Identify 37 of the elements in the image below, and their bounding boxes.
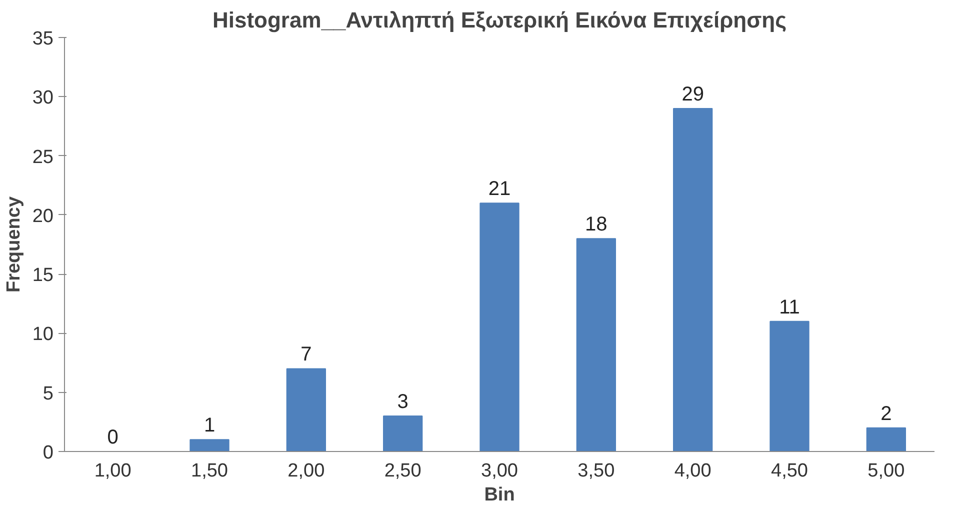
y-tick-label: 25	[32, 146, 54, 168]
bar	[866, 427, 906, 452]
y-tick-label: 5	[42, 383, 54, 404]
chart-title: Histogram__Αντιληπτή Εξωτερική Εικόνα Επιχείρησης	[212, 8, 787, 32]
data-label: 29	[682, 83, 704, 106]
x-tick-label: 1,00	[94, 460, 132, 482]
bar	[770, 320, 810, 452]
x-tick-label: 2,00	[288, 460, 325, 482]
bar	[190, 439, 230, 452]
x-tick-label: 3,50	[578, 460, 615, 482]
data-label: 7	[300, 344, 312, 366]
y-tick-label: 20	[32, 206, 54, 227]
x-tick-label: 2,50	[384, 460, 422, 482]
data-label: 3	[397, 391, 408, 414]
y-tick-label: 10	[32, 324, 54, 346]
bar	[673, 108, 713, 452]
bar	[286, 368, 326, 452]
y-tick-label: 15	[32, 265, 54, 286]
y-tick-label: 35	[32, 28, 54, 50]
data-label: 11	[779, 296, 800, 318]
data-label: 1	[204, 414, 216, 437]
y-tick-label: 30	[32, 88, 54, 109]
x-axis-title: Bin	[484, 484, 515, 506]
x-tick-label: 1,50	[191, 460, 228, 482]
bar	[576, 238, 616, 452]
bar	[480, 202, 520, 452]
data-label: 0	[107, 426, 118, 448]
bar	[383, 416, 423, 452]
data-label: 18	[585, 214, 608, 236]
y-axis-title: Frequency	[3, 196, 24, 293]
y-tick-label: 0	[42, 442, 54, 464]
x-tick-label: 4,50	[771, 460, 808, 482]
data-label: 2	[880, 402, 892, 425]
x-tick-label: 4,00	[674, 460, 712, 482]
x-tick-label: 3,00	[481, 460, 518, 482]
data-label: 21	[488, 178, 511, 200]
x-tick-label: 5,00	[868, 460, 905, 482]
